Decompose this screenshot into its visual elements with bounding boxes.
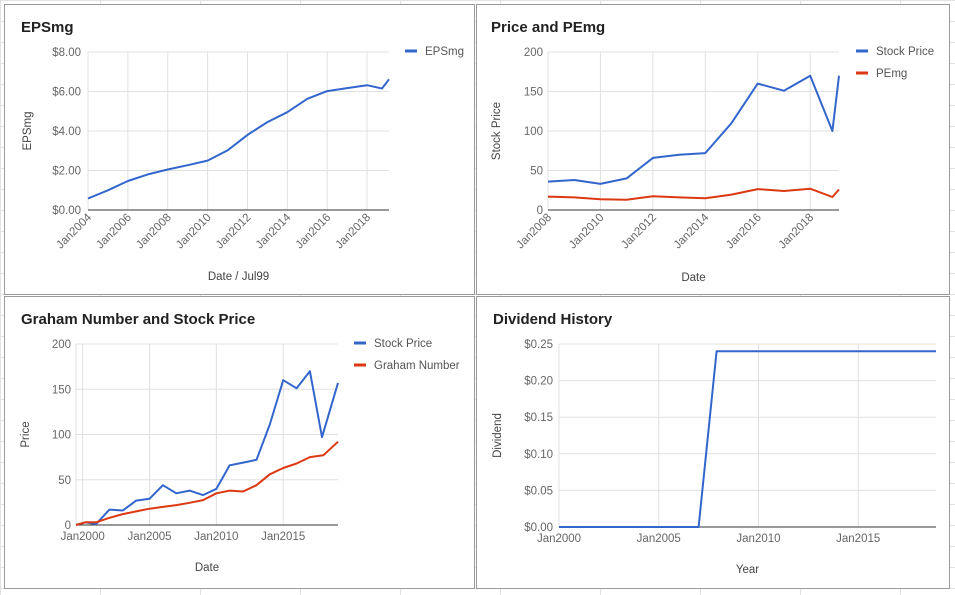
y-tick-label: 0 xyxy=(537,205,543,217)
x-tick-label: Jan2000 xyxy=(537,533,581,545)
x-tick-label: Jan2014 xyxy=(672,211,712,251)
series-line-0 xyxy=(547,74,840,185)
x-tick-label: Jan2015 xyxy=(836,533,880,545)
y-tick-label: 200 xyxy=(524,47,543,59)
series-line-0 xyxy=(559,350,936,528)
x-tick-label: Jan2008 xyxy=(514,212,554,252)
y-tick-label: $0.00 xyxy=(52,205,81,217)
chart-panel-epsmg: EPSmg $0.00 $2.00 $4.00 $6.00 $8.00 Jan2004 Jan… xyxy=(4,4,475,295)
y-tick-label: 100 xyxy=(52,430,71,442)
y-tick-label: $4.00 xyxy=(52,126,81,138)
x-tick-label: Jan2010 xyxy=(194,531,238,543)
y-tick-label: $0.20 xyxy=(524,376,553,388)
chart-panel-price-pemg: Price and PEmg 0 50 100 150 200 Jan2008 Jan2010… xyxy=(476,4,950,295)
series-line-1 xyxy=(547,187,840,201)
y-tick-label: $8.00 xyxy=(52,47,81,59)
chart-title: Graham Number and Stock Price xyxy=(21,311,255,328)
y-tick-label: $0.15 xyxy=(524,412,553,424)
y-axis-label: Stock Price xyxy=(491,102,503,160)
y-tick-label: $2.00 xyxy=(52,166,81,178)
chart-title: Dividend History xyxy=(493,311,613,328)
x-tick-label: Jan2016 xyxy=(294,212,334,252)
x-tick-label: Jan2012 xyxy=(214,212,254,252)
x-tick-label: Jan2008 xyxy=(134,212,174,252)
x-tick-label: Jan2005 xyxy=(637,533,681,545)
y-tick-label: $6.00 xyxy=(52,87,81,99)
x-axis-label: Date xyxy=(681,272,705,284)
x-tick-label: Jan2005 xyxy=(127,531,171,543)
series-line-0 xyxy=(75,370,339,526)
x-tick-label: Jan2010 xyxy=(736,533,780,545)
y-axis-label: Price xyxy=(20,421,32,447)
x-tick-label: Jan2004 xyxy=(54,211,94,251)
legend-label: Graham Number xyxy=(374,360,460,372)
x-tick-label: Jan2000 xyxy=(61,531,105,543)
x-tick-label: Jan2006 xyxy=(94,212,134,252)
chart-title: EPSmg xyxy=(21,19,74,36)
x-axis-label: Year xyxy=(736,564,759,576)
legend-label: Stock Price xyxy=(876,46,934,58)
legend-label: PEmg xyxy=(876,68,907,80)
y-tick-label: 0 xyxy=(65,520,71,532)
x-tick-label: Jan2018 xyxy=(777,212,817,252)
y-tick-label: $0.25 xyxy=(524,339,553,351)
legend-label: Stock Price xyxy=(374,338,432,350)
x-tick-label: Jan2010 xyxy=(567,212,607,252)
y-tick-label: $0.00 xyxy=(524,522,553,534)
chart-panel-graham: Graham Number and Stock Price 0 50 100 150 20… xyxy=(4,296,475,589)
y-tick-label: $0.10 xyxy=(524,449,553,461)
legend-label: EPSmg xyxy=(425,46,464,58)
chart-title: Price and PEmg xyxy=(491,19,605,36)
y-tick-label: 150 xyxy=(524,87,543,99)
y-tick-label: 200 xyxy=(52,339,71,351)
y-axis-label: EPSmg xyxy=(22,112,34,151)
y-tick-label: $0.05 xyxy=(524,485,553,497)
chart-panel-dividend: Dividend History $0.00 $0.05 $0.10 $0.15 $0.2… xyxy=(476,296,950,589)
series-line-0 xyxy=(87,78,390,200)
x-tick-label: Jan2018 xyxy=(334,212,374,252)
y-tick-label: 50 xyxy=(530,166,543,178)
y-axis-label: Dividend xyxy=(492,413,504,458)
x-tick-label: Jan2015 xyxy=(261,531,305,543)
x-tick-label: Jan2016 xyxy=(724,212,764,252)
series-line-1 xyxy=(75,440,339,526)
chart-dividend: Dividend History $0.00 $0.05 $0.10 $0.15 $0.2… xyxy=(492,311,936,576)
x-axis-label: Date / Jul99 xyxy=(208,271,269,283)
y-tick-label: 50 xyxy=(58,475,71,487)
chart-graham: Graham Number and Stock Price 0 50 100 150 20… xyxy=(20,311,460,574)
x-tick-label: Jan2012 xyxy=(619,212,659,252)
y-tick-label: 150 xyxy=(52,384,71,396)
x-tick-label: Jan2010 xyxy=(174,212,214,252)
x-axis-label: Date xyxy=(195,562,219,574)
chart-price-pemg: Price and PEmg 0 50 100 150 200 Jan2008 Jan2010… xyxy=(491,19,934,284)
y-tick-label: 100 xyxy=(524,126,543,138)
x-tick-label: Jan2014 xyxy=(254,211,294,251)
